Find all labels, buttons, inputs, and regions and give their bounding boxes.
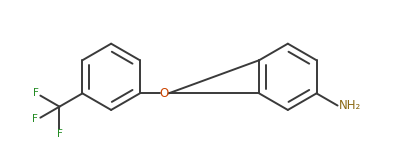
Text: NH₂: NH₂: [338, 99, 360, 112]
Text: O: O: [159, 87, 169, 100]
Text: F: F: [56, 129, 62, 139]
Text: F: F: [32, 114, 38, 124]
Text: F: F: [33, 88, 39, 98]
